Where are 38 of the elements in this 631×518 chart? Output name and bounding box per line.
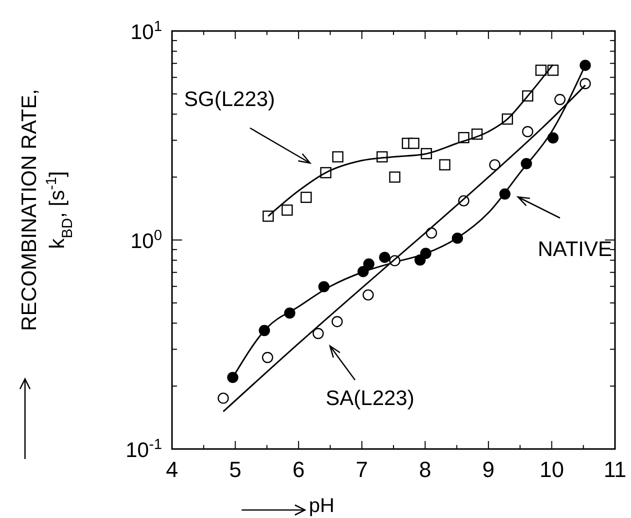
point: [332, 151, 344, 162]
x-tick-label: 8: [419, 457, 432, 482]
point: [262, 352, 274, 364]
point: [218, 392, 229, 404]
x-tick-label: 10: [539, 457, 564, 482]
point: [282, 204, 293, 216]
x-tick-label: 9: [482, 457, 495, 482]
point: [363, 258, 374, 270]
point: [522, 126, 534, 138]
point: [362, 289, 374, 301]
point: [379, 252, 390, 263]
point: [489, 159, 500, 170]
point: [332, 316, 343, 328]
annotation: SG(L223): [184, 88, 276, 111]
x-tick-label: 5: [229, 457, 242, 482]
point: [580, 78, 591, 90]
point: [580, 60, 591, 71]
y-tick-label: 10$^{0}$: [130, 228, 162, 253]
x-axis-title: pH: [308, 495, 334, 517]
point: [439, 159, 450, 170]
point: [312, 328, 324, 340]
point: [300, 192, 312, 203]
x-tick-label: 4: [166, 457, 178, 482]
x-tick-label: 6: [292, 457, 305, 482]
annotation: SA(L223): [326, 387, 414, 410]
point: [389, 171, 400, 183]
y-tick-label: 10$^{-1}$: [126, 437, 162, 462]
x-tick-label: 7: [356, 457, 368, 482]
point: [535, 64, 547, 76]
point: [547, 132, 559, 144]
annotation: NATIVE: [538, 238, 612, 261]
point: [554, 94, 566, 106]
point: [408, 138, 420, 149]
point: [227, 372, 238, 384]
point: [262, 210, 274, 222]
point: [426, 227, 438, 239]
y-tick-label: 10$^{1}$: [130, 19, 162, 44]
x-tick-label: 11: [604, 457, 626, 482]
